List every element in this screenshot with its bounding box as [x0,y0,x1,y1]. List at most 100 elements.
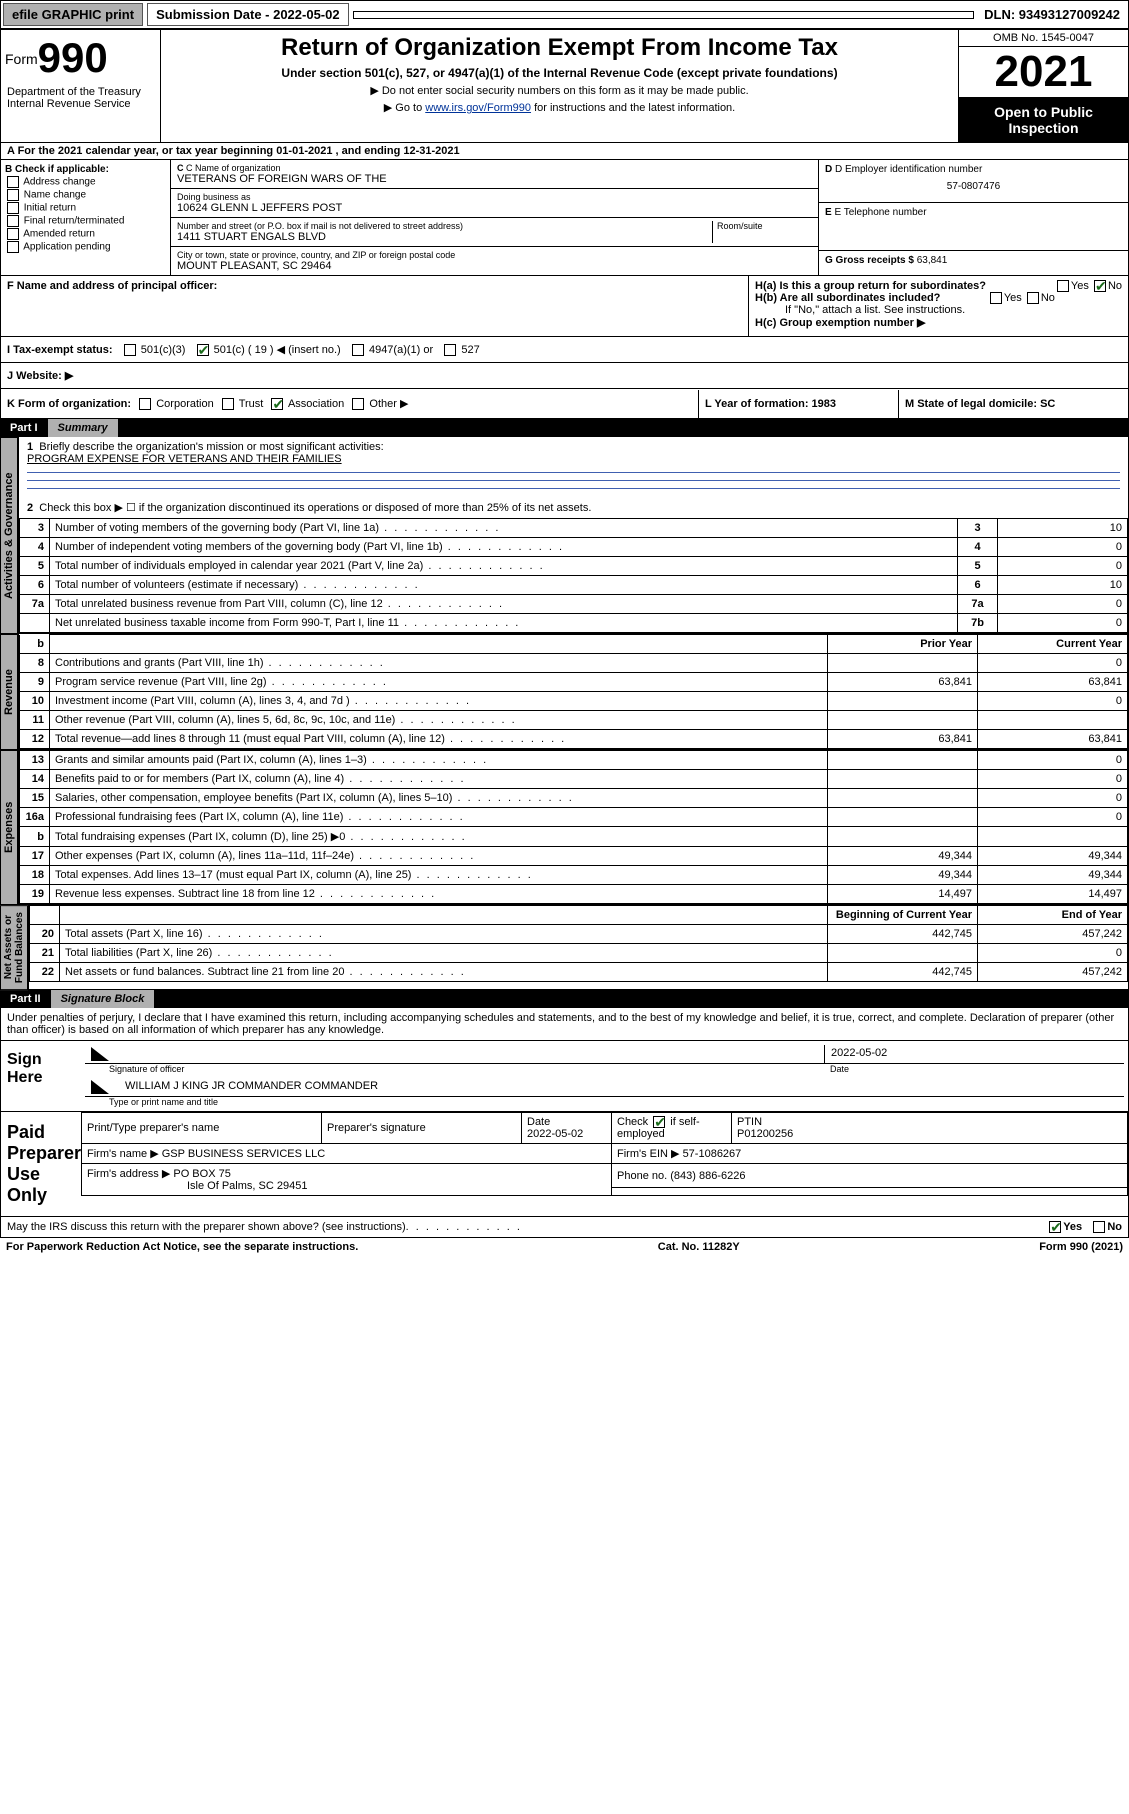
opt-association[interactable]: Association [288,398,344,410]
may-irs-discuss-row: May the IRS discuss this return with the… [0,1217,1129,1238]
chk-address-change[interactable]: Address change [5,176,166,188]
discuss-yes[interactable]: Yes [1063,1221,1082,1233]
discuss-question: May the IRS discuss this return with the… [7,1221,406,1233]
section-net-assets: Net Assets or Fund Balances Beginning of… [0,905,1129,990]
table-row: 15Salaries, other compensation, employee… [20,789,1128,808]
table-row: 12Total revenue—add lines 8 through 11 (… [20,730,1128,749]
line-2: 2 Check this box ▶ ☐ if the organization… [19,497,1128,518]
firm-ein-value: 57-1086267 [683,1148,742,1160]
chk-amended-return[interactable]: Amended return [5,228,166,240]
name-line: WILLIAM J KING JR COMMANDER COMMANDER [85,1078,1124,1097]
table-revenue: b Prior Year Current Year 8Contributions… [19,634,1128,749]
table-row: 13Grants and similar amounts paid (Part … [20,751,1128,770]
cell-org-name: C C Name of organization VETERANS OF FOR… [171,160,818,189]
section-expenses: Expenses 13Grants and similar amounts pa… [0,750,1129,905]
row-k: K Form of organization: Corporation Trus… [0,389,1129,419]
l-year: L Year of formation: 1983 [698,390,898,418]
sig-officer-label: Signature of officer [85,1064,824,1078]
opt-trust[interactable]: Trust [239,398,264,410]
discuss-no[interactable]: No [1107,1221,1122,1233]
table-row: 11Other revenue (Part VIII, column (A), … [20,711,1128,730]
part-1-title: Summary [48,419,118,437]
h-c: H(c) Group exemption number ▶ [755,316,1122,329]
cell-gross: G Gross receipts $ 63,841 [819,251,1128,270]
table-row: 6Total number of volunteers (estimate if… [20,576,1128,595]
table-row: 5Total number of individuals employed in… [20,557,1128,576]
hdr-beginning: Beginning of Current Year [828,906,978,925]
form-title: Return of Organization Exempt From Incom… [171,34,948,62]
row-i: I Tax-exempt status: 501(c)(3) 501(c) ( … [0,337,1129,363]
prep-self-employed[interactable]: Check if self-employed [617,1116,700,1140]
table-row: 21Total liabilities (Part X, line 26)0 [30,944,1128,963]
form-number: Form990 [5,34,156,82]
org-name-value: VETERANS OF FOREIGN WARS OF THE [177,173,812,185]
section-activities-governance: Activities & Governance 1 Briefly descri… [0,437,1129,634]
firm-addr2: Isle Of Palms, SC 29451 [87,1180,307,1192]
irs-link[interactable]: www.irs.gov/Form990 [425,102,531,114]
dba-value: 10624 GLENN L JEFFERS POST [177,202,812,214]
cell-dba: Doing business as 10624 GLENN L JEFFERS … [171,189,818,218]
omb-number: OMB No. 1545-0047 [959,30,1128,47]
mission-text: PROGRAM EXPENSE FOR VETERANS AND THEIR F… [27,453,342,465]
cat-number: Cat. No. 11282Y [658,1241,740,1253]
h-b: H(b) Are all subordinates included? Yes … [755,292,1122,304]
note2-post: for instructions and the latest informat… [531,102,735,114]
firm-ein-label: Firm's EIN ▶ [617,1148,680,1160]
table-row: bTotal fundraising expenses (Part IX, co… [20,827,1128,847]
opt-501c3[interactable]: 501(c)(3) [141,344,186,356]
paid-preparer-label: Paid Preparer Use Only [1,1112,81,1216]
f-label: F Name and address of principal officer: [7,280,217,292]
opt-corporation[interactable]: Corporation [156,398,213,410]
opt-527[interactable]: 527 [461,344,479,356]
i-label: I Tax-exempt status: [7,344,113,356]
top-bar: efile GRAPHIC print Submission Date - 20… [0,0,1129,29]
signature-line[interactable]: 2022-05-02 [85,1045,1124,1064]
form-note-1: ▶ Do not enter social security numbers o… [171,84,948,97]
h-b-note: If "No," attach a list. See instructions… [755,304,1122,316]
preparer-table: Print/Type preparer's name Preparer's si… [81,1112,1128,1196]
table-row: 22Net assets or fund balances. Subtract … [30,963,1128,982]
cell-city: City or town, state or province, country… [171,247,818,275]
note2-pre: ▶ Go to [384,102,425,114]
section-revenue: Revenue b Prior Year Current Year 8Contr… [0,634,1129,750]
firm-phone-label: Phone no. [617,1170,667,1182]
tax-year: 2021 [959,47,1128,98]
col-b-checkboxes: B Check if applicable: Address change Na… [1,160,171,275]
table-row: 7aTotal unrelated business revenue from … [20,595,1128,614]
table-row: 14Benefits paid to or for members (Part … [20,770,1128,789]
table-row: 20Total assets (Part X, line 16)442,7454… [30,925,1128,944]
ein-value: 57-0807476 [825,175,1122,198]
table-row: 19Revenue less expenses. Subtract line 1… [20,885,1128,904]
firm-addr1: PO BOX 75 [173,1168,230,1180]
officer-name: WILLIAM J KING JR COMMANDER COMMANDER [119,1078,1124,1096]
header-right: OMB No. 1545-0047 2021 Open to Public In… [958,30,1128,142]
form-note-2: ▶ Go to www.irs.gov/Form990 for instruct… [171,101,948,114]
table-row: 16aProfessional fundraising fees (Part I… [20,808,1128,827]
hdr-current-year: Current Year [978,635,1128,654]
cell-ein: D D Employer identification number 57-08… [819,160,1128,203]
row-j: J Website: ▶ [0,363,1129,389]
table-row: 8Contributions and grants (Part VIII, li… [20,654,1128,673]
department-label: Department of the Treasury Internal Reve… [5,82,156,110]
col-h: H(a) Is this a group return for subordin… [748,276,1128,336]
opt-other[interactable]: Other ▶ [369,398,408,410]
header-left: Form990 Department of the Treasury Inter… [1,30,161,142]
opt-501c[interactable]: 501(c) ( 19 ) ◀ (insert no.) [214,344,341,356]
table-row: 10Investment income (Part VIII, column (… [20,692,1128,711]
form-prefix: Form [5,51,38,67]
table-net-assets: Beginning of Current Year End of Year 20… [29,905,1128,982]
chk-final-return[interactable]: Final return/terminated [5,215,166,227]
efile-button[interactable]: efile GRAPHIC print [3,3,143,26]
table-row: 3Number of voting members of the governi… [20,519,1128,538]
chk-initial-return[interactable]: Initial return [5,202,166,214]
sign-date-label: Date [824,1064,1124,1078]
opt-4947[interactable]: 4947(a)(1) or [369,344,433,356]
hdr-prior-year: Prior Year [828,635,978,654]
part-1-header: Part I Summary [0,419,1129,437]
chk-application-pending[interactable]: Application pending [5,241,166,253]
table-lines-3-7: 3Number of voting members of the governi… [19,518,1128,633]
col-c-org-info: C C Name of organization VETERANS OF FOR… [171,160,818,275]
vtab-activities: Activities & Governance [0,437,18,634]
chk-name-change[interactable]: Name change [5,189,166,201]
form-subtitle: Under section 501(c), 527, or 4947(a)(1)… [171,66,948,80]
